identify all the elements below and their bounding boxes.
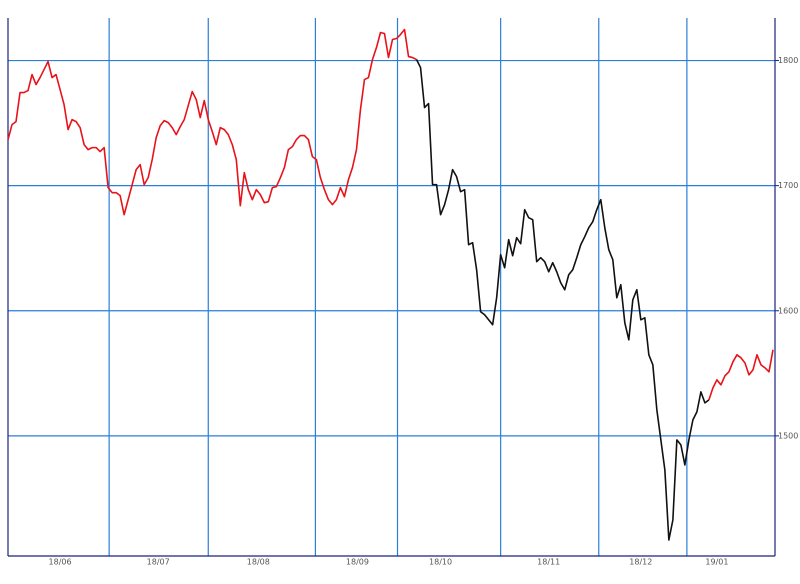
x-tick-label: 18/09 bbox=[346, 558, 369, 567]
y-tick-label: 1800 bbox=[778, 56, 798, 65]
y-tick-label: 1500 bbox=[778, 431, 798, 440]
x-tick-label: 18/08 bbox=[247, 558, 270, 567]
price-line bbox=[415, 59, 710, 541]
x-tick-label: 18/10 bbox=[429, 558, 452, 567]
y-tick-label: 1700 bbox=[778, 181, 798, 190]
x-tick-label: 18/12 bbox=[629, 558, 652, 567]
x-tick-label: 18/11 bbox=[537, 558, 560, 567]
x-tick-label: 18/07 bbox=[147, 558, 170, 567]
y-tick-label: 1600 bbox=[778, 306, 798, 315]
price-line bbox=[7, 28, 774, 401]
x-tick-label: 19/01 bbox=[705, 558, 728, 567]
x-tick-label: 18/06 bbox=[49, 558, 72, 567]
